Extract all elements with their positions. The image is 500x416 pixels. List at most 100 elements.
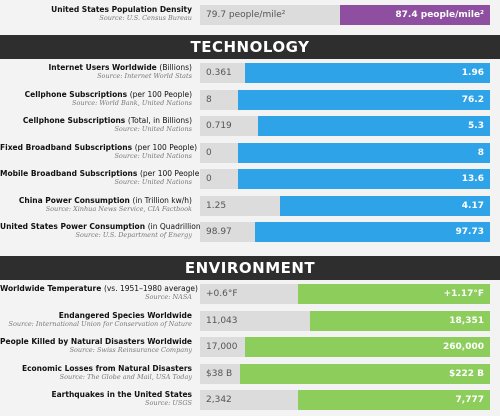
row-title: Economic Losses from Natural Disasters — [0, 364, 192, 373]
title-text: Worldwide Temperature — [0, 284, 102, 293]
row-title: Cellphone Subscriptions (Total, in Billi… — [0, 116, 192, 125]
new-value: 97.73 — [455, 227, 484, 237]
old-value: 0 — [206, 174, 212, 184]
new-value: 18,351 — [449, 315, 484, 326]
new-value: 1.96 — [461, 68, 484, 78]
old-value: 98.97 — [206, 227, 232, 237]
row-title: Cellphone Subscriptions (per 100 People) — [0, 90, 192, 99]
row-title: Endangered Species Worldwide — [0, 311, 192, 320]
new-bar: 13.6 — [238, 169, 490, 189]
new-value: 260,000 — [443, 342, 484, 352]
title-text: United States Power Consumption — [0, 222, 146, 231]
title-text: Mobile Broadband Subscriptions — [0, 169, 138, 178]
old-value: 0.361 — [206, 68, 232, 78]
old-value: 0 — [206, 147, 212, 158]
old-value: 8 — [206, 94, 212, 105]
title-text: Cellphone Subscriptions — [24, 89, 128, 99]
title-text: Internet Users Worldwide — [48, 63, 157, 72]
row-source: Source: United Nations — [114, 151, 192, 160]
value-box: 0.361 1.96 — [200, 63, 490, 83]
old-value: 2,342 — [206, 395, 232, 405]
old-value: 0.719 — [206, 121, 232, 131]
new-value: 7,777 — [455, 395, 484, 405]
title-text: Fixed Broadband Subscriptions — [0, 142, 133, 152]
title-text: People Killed by Natural Disasters World… — [0, 337, 193, 346]
old-value: +0.6°F — [206, 289, 238, 299]
row-source: Source: Xinhua News Service, CIA Factboo… — [45, 204, 192, 213]
row-label: United States Population Density Source: … — [0, 5, 192, 22]
new-bar: $222 B — [240, 363, 490, 384]
row-label: Cellphone Subscriptions (Total, in Billi… — [0, 116, 192, 133]
row-source: Source: U.S. Census Bureau — [99, 14, 192, 22]
value-box: 0.719 5.3 — [200, 116, 490, 136]
row-label: Cellphone Subscriptions (per 100 People)… — [0, 90, 192, 107]
row-title: People Killed by Natural Disasters World… — [0, 337, 192, 346]
value-box: $38 B $222 B — [200, 363, 490, 384]
new-value: 13.6 — [461, 174, 484, 184]
title-text: United States Population Density — [51, 5, 192, 14]
row-title: Fixed Broadband Subscriptions (per 100 P… — [0, 142, 197, 152]
new-bar: 97.73 — [255, 222, 490, 242]
value-box: 98.97 97.73 — [200, 222, 490, 242]
row-label: Endangered Species Worldwide Source: Inte… — [0, 311, 192, 328]
value-box: 8 76.2 — [200, 89, 490, 110]
row-source: Source: International Union for Conserva… — [8, 319, 192, 328]
row-label: Mobile Broadband Subscriptions (per 100 … — [0, 169, 202, 186]
row-title: Worldwide Temperature (vs. 1951–1980 ave… — [0, 284, 198, 293]
new-value: $222 B — [448, 368, 484, 379]
value-box: 11,043 18,351 — [200, 310, 490, 331]
old-value: 11,043 — [206, 315, 238, 326]
new-value: 87.4 people/mile² — [395, 10, 484, 20]
new-bar: +1.17°F — [298, 284, 490, 304]
row-label: China Power Consumption (in Trillion kw/… — [0, 196, 192, 213]
row-source: Source: The Globe and Mail, USA Today — [59, 372, 192, 381]
new-value: 8 — [477, 147, 484, 158]
row-label: People Killed by Natural Disasters World… — [0, 337, 192, 354]
title-qualifier: (in Quadrillion BTU) — [147, 222, 222, 231]
title-qualifier: (per 100 People) — [129, 89, 192, 99]
row-label: United States Power Consumption (in Quad… — [0, 222, 221, 239]
title-text: Endangered Species Worldwide — [58, 310, 192, 320]
title-qualifier: (per 100 People) — [134, 142, 198, 152]
title-text: Economic Losses from Natural Disasters — [21, 363, 192, 373]
new-value: 4.17 — [461, 200, 484, 211]
row-source: Source: USGS — [145, 399, 192, 407]
section-heading: TECHNOLOGY — [0, 35, 500, 59]
value-box: 17,000 260,000 — [200, 337, 490, 357]
old-value: $38 B — [206, 368, 233, 379]
title-qualifier: (vs. 1951–1980 average) — [103, 284, 198, 293]
title-text: Earthquakes in the United States — [51, 390, 192, 399]
title-text: China Power Consumption — [18, 195, 130, 205]
value-box: 2,342 7,777 — [200, 390, 490, 410]
new-bar: 87.4 people/mile² — [340, 5, 490, 25]
section-heading: ENVIRONMENT — [0, 256, 500, 280]
row-title: China Power Consumption (in Trillion kw/… — [0, 196, 192, 205]
title-qualifier: (in Trillion kw/h) — [132, 195, 192, 205]
old-value: 17,000 — [206, 342, 238, 352]
value-box: 0 13.6 — [200, 169, 490, 189]
value-box: 1.25 4.17 — [200, 195, 490, 216]
title-qualifier: (Total, in Billions) — [127, 116, 192, 125]
new-bar: 5.3 — [258, 116, 490, 136]
new-bar: 1.96 — [245, 63, 490, 83]
row-label: Internet Users Worldwide (Billions) Sourc… — [0, 63, 192, 80]
new-bar: 76.2 — [238, 89, 490, 110]
row-label: Worldwide Temperature (vs. 1951–1980 ave… — [0, 284, 198, 301]
new-bar: 4.17 — [280, 195, 490, 216]
new-value: 5.3 — [468, 121, 484, 131]
row-title: Earthquakes in the United States — [0, 390, 192, 399]
new-bar: 260,000 — [245, 337, 490, 357]
row-source: Source: World Bank, United Nations — [72, 98, 192, 107]
old-value: 79.7 people/mile² — [206, 10, 286, 20]
row-source: Source: NASA — [145, 293, 192, 301]
new-value: +1.17°F — [443, 289, 484, 299]
value-box: 79.7 people/mile² 87.4 people/mile² — [200, 5, 490, 25]
row-title: United States Power Consumption (in Quad… — [0, 222, 221, 231]
row-source: Source: Internet World Stats — [97, 72, 192, 80]
row-title: Internet Users Worldwide (Billions) — [0, 63, 192, 72]
row-source: Source: U.S. Department of Energy — [75, 231, 193, 239]
title-qualifier: (Billions) — [159, 63, 192, 72]
value-box: +0.6°F +1.17°F — [200, 284, 490, 304]
